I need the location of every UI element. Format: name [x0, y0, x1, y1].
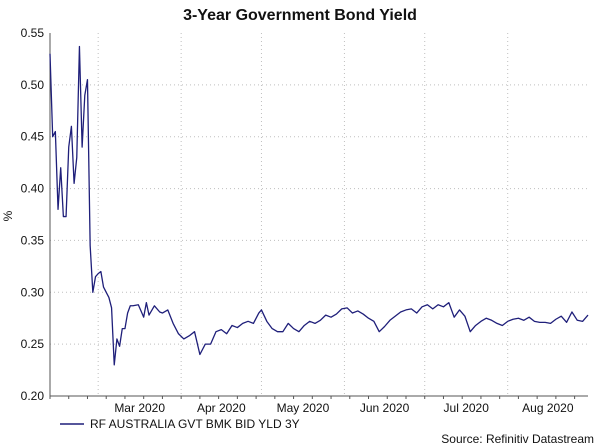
- x-tick-label: May 2020: [277, 401, 330, 415]
- x-tick-label: Jun 2020: [360, 401, 410, 415]
- y-tick-label: 0.20: [21, 389, 45, 403]
- x-tick-label: Aug 2020: [522, 401, 574, 415]
- y-tick-label: 0.25: [21, 337, 45, 351]
- chart-title: 3-Year Government Bond Yield: [183, 7, 417, 24]
- source-note: Source: Refinitiv Datastream: [441, 432, 594, 446]
- y-tick-label: 0.55: [21, 26, 45, 40]
- x-tick-label: Apr 2020: [197, 401, 246, 415]
- y-ticks: 0.20 0.25 0.30 0.35 0.40 0.45 0.50 0.55: [21, 26, 45, 403]
- y-tick-label: 0.35: [21, 233, 45, 247]
- legend: RF AUSTRALIA GVT BMK BID YLD 3Y: [60, 417, 300, 431]
- axes: [49, 33, 588, 399]
- y-tick-label: 0.45: [21, 130, 45, 144]
- x-ticks: Mar 2020 Apr 2020 May 2020 Jun 2020 Jul 2020…: [114, 401, 574, 415]
- gridlines: [50, 33, 588, 396]
- y-axis-label: %: [1, 210, 15, 221]
- y-tick-label: 0.40: [21, 182, 45, 196]
- series-line-0: [49, 45, 589, 366]
- x-tick-label: Jul 2020: [444, 401, 490, 415]
- x-tick-label: Mar 2020: [114, 401, 165, 415]
- y-tick-label: 0.30: [21, 285, 45, 299]
- legend-label: RF AUSTRALIA GVT BMK BID YLD 3Y: [90, 417, 300, 431]
- y-tick-label: 0.50: [21, 78, 45, 92]
- series-group: [49, 45, 589, 366]
